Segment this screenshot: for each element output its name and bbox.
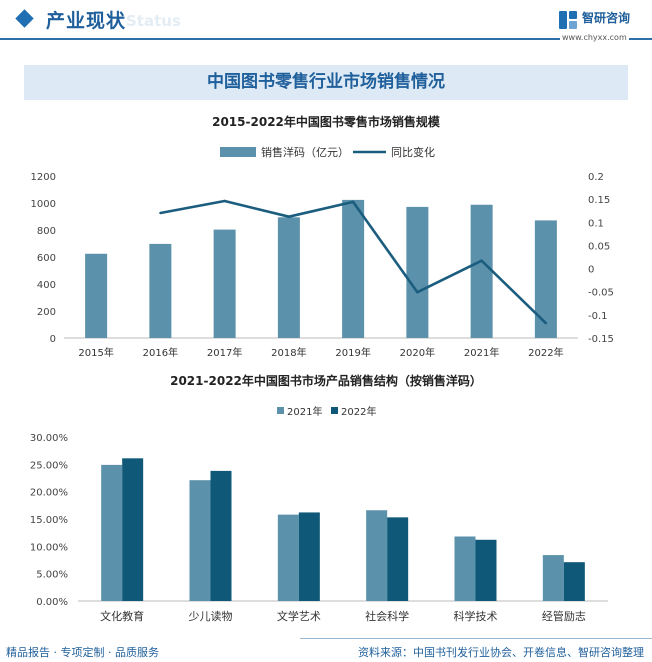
legend-label-bar: 销售洋码（亿元） (261, 145, 349, 159)
y-tick-label: 15.00% (30, 515, 68, 526)
bar-2021年-科学技术 (454, 536, 476, 601)
bar-2021年-文学艺术 (277, 514, 299, 601)
y-left-tick-label: 1000 (31, 199, 56, 210)
x-tick-label: 文化教育 (100, 609, 144, 623)
bar-2022年-文化教育 (122, 458, 144, 601)
yoy-point-2022年 (544, 321, 548, 325)
bar-2022年-少儿读物 (210, 470, 232, 601)
y-right-tick-label: 0 (588, 265, 594, 276)
brand-logo-icon (559, 11, 577, 29)
y-right-tick-label: 0.2 (588, 172, 604, 183)
chart1-plot: 0 200 400 600 800 1000 1200 -0.15 -0.1 -0.05 0 0.05… (31, 172, 614, 359)
bar-sales-2016年 (149, 243, 172, 338)
y-tick-label: 0.00% (36, 597, 68, 608)
brand-name: 智研咨询 (582, 11, 631, 25)
x-tick-label: 社会科学 (365, 609, 409, 623)
bar-2021年-经管励志 (542, 555, 564, 601)
bar-sales-2018年 (277, 217, 300, 338)
y-right-tick-label: 0.1 (588, 218, 604, 229)
x-tick-label: 2018年 (271, 346, 306, 359)
y-right-tick-label: 0.05 (588, 241, 610, 252)
page-header: 产业现状 Status 智研咨询 www.chyxx.com (0, 0, 652, 48)
bar-sales-2019年 (342, 199, 365, 338)
y-left-tick-label: 200 (37, 307, 56, 318)
y-left-tick-label: 1200 (31, 172, 56, 183)
legend-label-line: 同比变化 (391, 145, 435, 159)
y-tick-label: 5.00% (36, 570, 68, 581)
yoy-point-2016年 (159, 211, 162, 215)
y-tick-label: 20.00% (30, 488, 68, 499)
bar-sales-2015年 (85, 253, 108, 338)
bar-sales-2022年 (534, 220, 557, 338)
y-tick-label: 25.00% (30, 460, 68, 471)
yoy-point-2018年 (287, 215, 291, 218)
chart2-legend: 2021年 2022年 (277, 405, 376, 418)
y-right-tick-label: -0.15 (588, 334, 614, 345)
bar-2022年-科学技术 (475, 539, 497, 601)
chart2-plot: 0.00% 5.00% 10.00% 15.00% 20.00% 25.00% 30.00%… (30, 433, 608, 623)
y-left-tick-label: 0 (50, 334, 56, 345)
chart2-title: 2021-2022年中国图书市场产品销售结构（按销售洋码） (170, 373, 482, 388)
x-tick-label: 2020年 (400, 346, 435, 359)
yoy-point-2017年 (223, 199, 226, 203)
bar-sales-2017年 (213, 229, 236, 338)
x-tick-label: 2015年 (78, 346, 113, 359)
bar-sales-2021年 (470, 204, 493, 338)
legend-swatch-2022年 (331, 407, 338, 414)
y-left-tick-label: 400 (37, 280, 56, 291)
x-tick-label: 少儿读物 (189, 609, 233, 623)
yoy-point-2020年 (416, 290, 419, 294)
x-tick-label: 文学艺术 (277, 609, 321, 623)
legend-swatch-bar (220, 147, 256, 157)
y-tick-label: 30.00% (30, 433, 68, 444)
x-tick-label: 2017年 (207, 346, 242, 359)
bar-2021年-少儿读物 (189, 480, 211, 601)
x-tick-label: 2016年 (143, 346, 178, 359)
chart-banner: 中国图书零售行业市场销售情况 (24, 65, 628, 100)
y-right-tick-label: -0.1 (588, 311, 608, 322)
footer-divider (300, 638, 652, 639)
section-title: 产业现状 (46, 10, 127, 32)
y-left-tick-label: 800 (37, 226, 56, 237)
y-right-tick-label: 0.15 (588, 195, 610, 206)
bar-sales-2020年 (406, 206, 429, 338)
chart1-title: 2015-2022年中国图书零售市场销售规模 (212, 114, 441, 129)
bar-2022年-文学艺术 (298, 512, 320, 601)
legend-swatch-2021年 (277, 407, 284, 414)
bar-2021年-社会科学 (366, 510, 388, 601)
x-tick-label: 2021年 (464, 346, 499, 359)
footer-slogan: 精品报告 · 专项定制 · 品质服务 (6, 646, 159, 659)
data-source: 资料来源：中国书刊发行业协会、开卷信息、智研咨询整理 (358, 646, 644, 659)
header-divider (0, 38, 652, 40)
legend-label-2022年: 2022年 (341, 405, 376, 418)
bar-2021年-文化教育 (101, 464, 123, 601)
brand-url: www.chyxx.com (560, 33, 629, 42)
bar-2022年-经管励志 (563, 562, 585, 601)
y-tick-label: 10.00% (30, 542, 68, 553)
y-left-tick-label: 600 (37, 253, 56, 264)
chart1-legend: 销售洋码（亿元） 同比变化 (220, 145, 435, 159)
legend-label-2021年: 2021年 (287, 405, 322, 418)
x-tick-label: 2022年 (528, 346, 563, 359)
x-tick-label: 2019年 (335, 346, 370, 359)
x-tick-label: 科学技术 (454, 609, 498, 623)
y-right-tick-label: -0.05 (588, 288, 614, 299)
x-tick-label: 经管励志 (542, 609, 586, 623)
yoy-point-2021年 (480, 259, 483, 262)
page-footer: 精品报告 · 专项定制 · 品质服务 资料来源：中国书刊发行业协会、开卷信息、智… (0, 638, 652, 662)
bar-2022年-社会科学 (387, 517, 409, 601)
yoy-point-2019年 (351, 200, 355, 204)
header-watermark: Status (126, 12, 181, 30)
